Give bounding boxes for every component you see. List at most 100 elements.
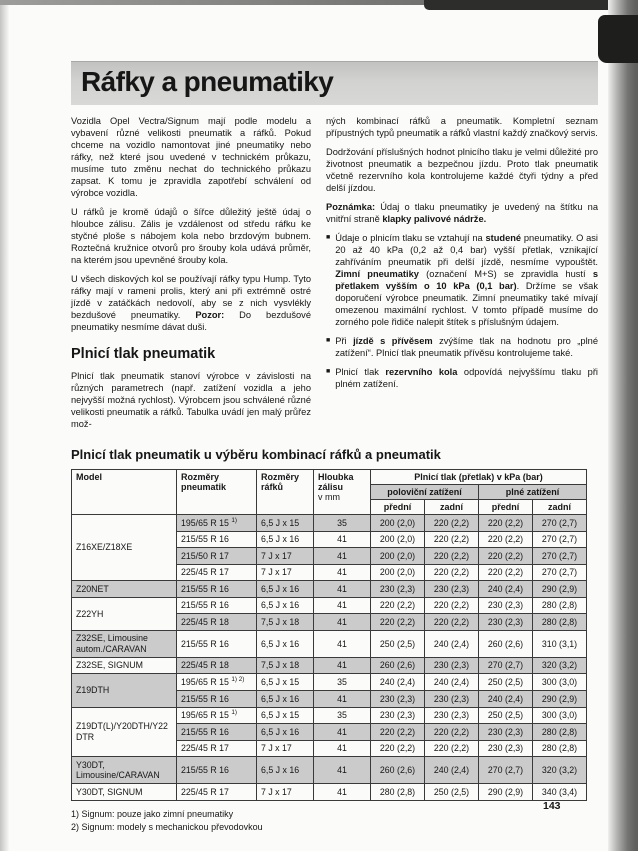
full-load-rear-cell: 290 (2,9) (531, 690, 588, 708)
scan-edge-right (608, 0, 638, 851)
offset-depth-cell: 41 (313, 629, 371, 658)
half-load-front-cell: 200 (2,0) (370, 563, 425, 582)
half-load-front-cell: 220 (2,2) (370, 723, 425, 741)
tire-size-cell: 225/45 R 17 (176, 783, 257, 801)
model-cell: Z20NET (71, 580, 177, 598)
table-row: Z19DT(L)/Y20DTH/Y22DTR 195/65 R 15 1) 6,5 … (71, 706, 588, 758)
full-load-rear-cell: 270 (2,7) (531, 547, 588, 565)
column-header-full-load: plné zatížení (477, 484, 588, 500)
rim-size-cell: 6,5 J x 16 (256, 690, 314, 708)
paragraph: U ráfků je kromě údajů o šířce důležitý … (71, 207, 311, 265)
page-content: Ráfky a pneumatiky Vozidla Opel Vectra/S… (71, 62, 598, 835)
full-load-front-cell: 260 (2,6) (478, 629, 533, 658)
half-load-front-cell: 230 (2,3) (370, 580, 425, 598)
tire-size-cell: 215/50 R 17 (176, 547, 257, 565)
half-load-front-cell: 220 (2,2) (370, 613, 425, 631)
full-load-rear-cell: 320 (3,2) (531, 656, 588, 675)
offset-depth-cell: 41 (313, 547, 371, 565)
table-row: Y30DT, Limousine/CARAVAN 215/55 R 16 6,5 J… (71, 756, 588, 785)
paragraph: Vozidla Opel Vectra/Signum mají podle mo… (71, 116, 311, 198)
table-row: Z19DTH 195/65 R 15 1) 2) 6,5 J x 15 35 240 (… (71, 673, 588, 708)
half-load-rear-cell: 220 (2,2) (424, 563, 479, 582)
section-heading-tire-pressure: Plnicí tlak pneumatik (71, 346, 216, 362)
tire-size-cell: 215/55 R 16 (176, 756, 257, 785)
half-load-rear-cell: 230 (2,3) (424, 706, 479, 725)
table-row: Z22YH 215/55 R 16 6,5 J x 16 41 220 (2,2) 220… (71, 596, 588, 631)
bullet-square-icon: ■ (326, 337, 331, 344)
half-load-rear-cell: 220 (2,2) (424, 739, 479, 758)
full-load-front-cell: 220 (2,2) (478, 547, 533, 565)
column-header-half-load: poloviční zatížení (370, 484, 479, 500)
column-header-offset-depth: Hloubka zálisu v mm (313, 469, 371, 515)
tire-size-cell: 225/45 R 17 (176, 739, 257, 758)
full-load-rear-cell: 270 (2,7) (531, 563, 588, 582)
full-load-front-cell: 290 (2,9) (478, 783, 533, 801)
offset-depth-cell: 35 (313, 706, 371, 725)
title-bar: Ráfky a pneumatiky (71, 62, 598, 105)
page-number: 143 (543, 800, 561, 812)
full-load-front-cell: 230 (2,3) (478, 723, 533, 741)
full-load-rear-cell: 300 (3,0) (531, 673, 588, 692)
footnote: 1) Signum: pouze jako zimní pneumatiky (71, 808, 234, 819)
tire-size-cell: 195/65 R 15 1) (176, 706, 257, 725)
paragraph-note: Poznámka: Údaj o tlaku pneumatiky je uve… (326, 202, 598, 224)
tire-size-cell: 215/55 R 16 (176, 723, 257, 741)
column-header-front: přední (478, 499, 533, 515)
table-row: Z32SE, Limousine autom./CARAVAN 215/55 R … (71, 629, 588, 658)
half-load-rear-cell: 240 (2,4) (424, 756, 479, 785)
full-load-rear-cell: 280 (2,8) (531, 723, 588, 741)
rim-size-cell: 6,5 J x 15 (256, 514, 314, 532)
rim-size-cell: 7 J x 17 (256, 563, 314, 582)
bullet-item: ■ Plnicí tlak rezervního kola odpovídá n… (326, 366, 598, 390)
tire-size-cell: 215/55 R 16 (176, 530, 257, 549)
full-load-rear-cell: 280 (2,8) (531, 596, 588, 615)
paragraph: ných kombinací ráfků a pneumatik. Komple… (326, 116, 598, 138)
bullet-text: Při jízdě s přívěsem zvýšíme tlak na hod… (335, 336, 598, 358)
table-row: 225/45 R 17 7 J x 17 41 200 (2,0) 220 (2,2) 2… (72, 563, 588, 582)
half-load-front-cell: 200 (2,0) (370, 530, 425, 549)
table-row: Y30DT, SIGNUM 225/45 R 17 7 J x 17 41 280 (2… (71, 783, 588, 801)
offset-depth-cell: 41 (313, 613, 371, 631)
column-header-rear: zadní (531, 499, 588, 515)
page-title: Ráfky a pneumatiky (81, 66, 334, 97)
tire-size-cell: 215/55 R 16 (176, 580, 257, 598)
tire-size-cell: 195/65 R 15 1) 2) (176, 673, 257, 692)
half-load-rear-cell: 230 (2,3) (424, 690, 479, 708)
bullet-item: ■ Při jízdě s přívěsem zvýšíme tlak na h… (326, 335, 598, 359)
paragraph: U všech diskových kol se používají ráfky… (71, 274, 311, 332)
half-load-front-cell: 200 (2,0) (370, 514, 425, 532)
table-header-row: poloviční zatížení plné zatížení (72, 484, 588, 500)
full-load-front-cell: 270 (2,7) (478, 756, 533, 785)
table-row: Z16XE/Z18XE 195/65 R 15 1) 6,5 J x 15 35 200… (71, 513, 588, 582)
footnote-marker: 1) (231, 709, 237, 717)
scan-edge-top-dark (424, 0, 638, 10)
rim-size-cell: 7,5 J x 18 (256, 613, 314, 631)
column-header-rim-size: Rozměry ráfků (256, 469, 314, 515)
column-header-pressure: Plnicí tlak (přetlak) v kPa (bar) (369, 469, 588, 485)
offset-depth-cell: 35 (313, 514, 371, 532)
full-load-rear-cell: 310 (3,1) (531, 629, 588, 658)
offset-depth-cell: 41 (313, 530, 371, 549)
half-load-rear-cell: 220 (2,2) (424, 530, 479, 549)
half-load-front-cell: 230 (2,3) (370, 690, 425, 708)
table-row: Z32SE, SIGNUM 225/45 R 18 7,5 J x 18 41 260 … (71, 656, 588, 675)
tire-size-cell: 215/55 R 16 (176, 690, 257, 708)
column-header-offset-depth-line1: Hloubka zálisu (318, 472, 354, 492)
half-load-front-cell: 250 (2,5) (370, 629, 425, 658)
half-load-front-cell: 220 (2,2) (370, 739, 425, 758)
offset-depth-cell: 41 (313, 690, 371, 708)
table-row: Z20NET 215/55 R 16 6,5 J x 16 41 230 (2,3) 23… (71, 580, 588, 598)
scan-edge-top (0, 0, 638, 5)
model-cell: Y30DT, SIGNUM (71, 783, 177, 801)
intro-column-left: Vozidla Opel Vectra/Signum mají podle mo… (71, 115, 311, 437)
half-load-front-cell: 280 (2,8) (370, 783, 425, 801)
full-load-rear-cell: 280 (2,8) (531, 613, 588, 631)
table-heading: Plnicí tlak pneumatik u výběru kombinací… (71, 447, 441, 462)
intro-column-right: ných kombinací ráfků a pneumatik. Komple… (326, 115, 598, 437)
half-load-front-cell: 240 (2,4) (370, 673, 425, 692)
full-load-front-cell: 220 (2,2) (478, 514, 533, 532)
full-load-front-cell: 250 (2,5) (478, 673, 533, 692)
half-load-rear-cell: 220 (2,2) (424, 613, 479, 631)
bullet-square-icon: ■ (326, 368, 331, 375)
offset-depth-cell: 41 (313, 783, 371, 801)
